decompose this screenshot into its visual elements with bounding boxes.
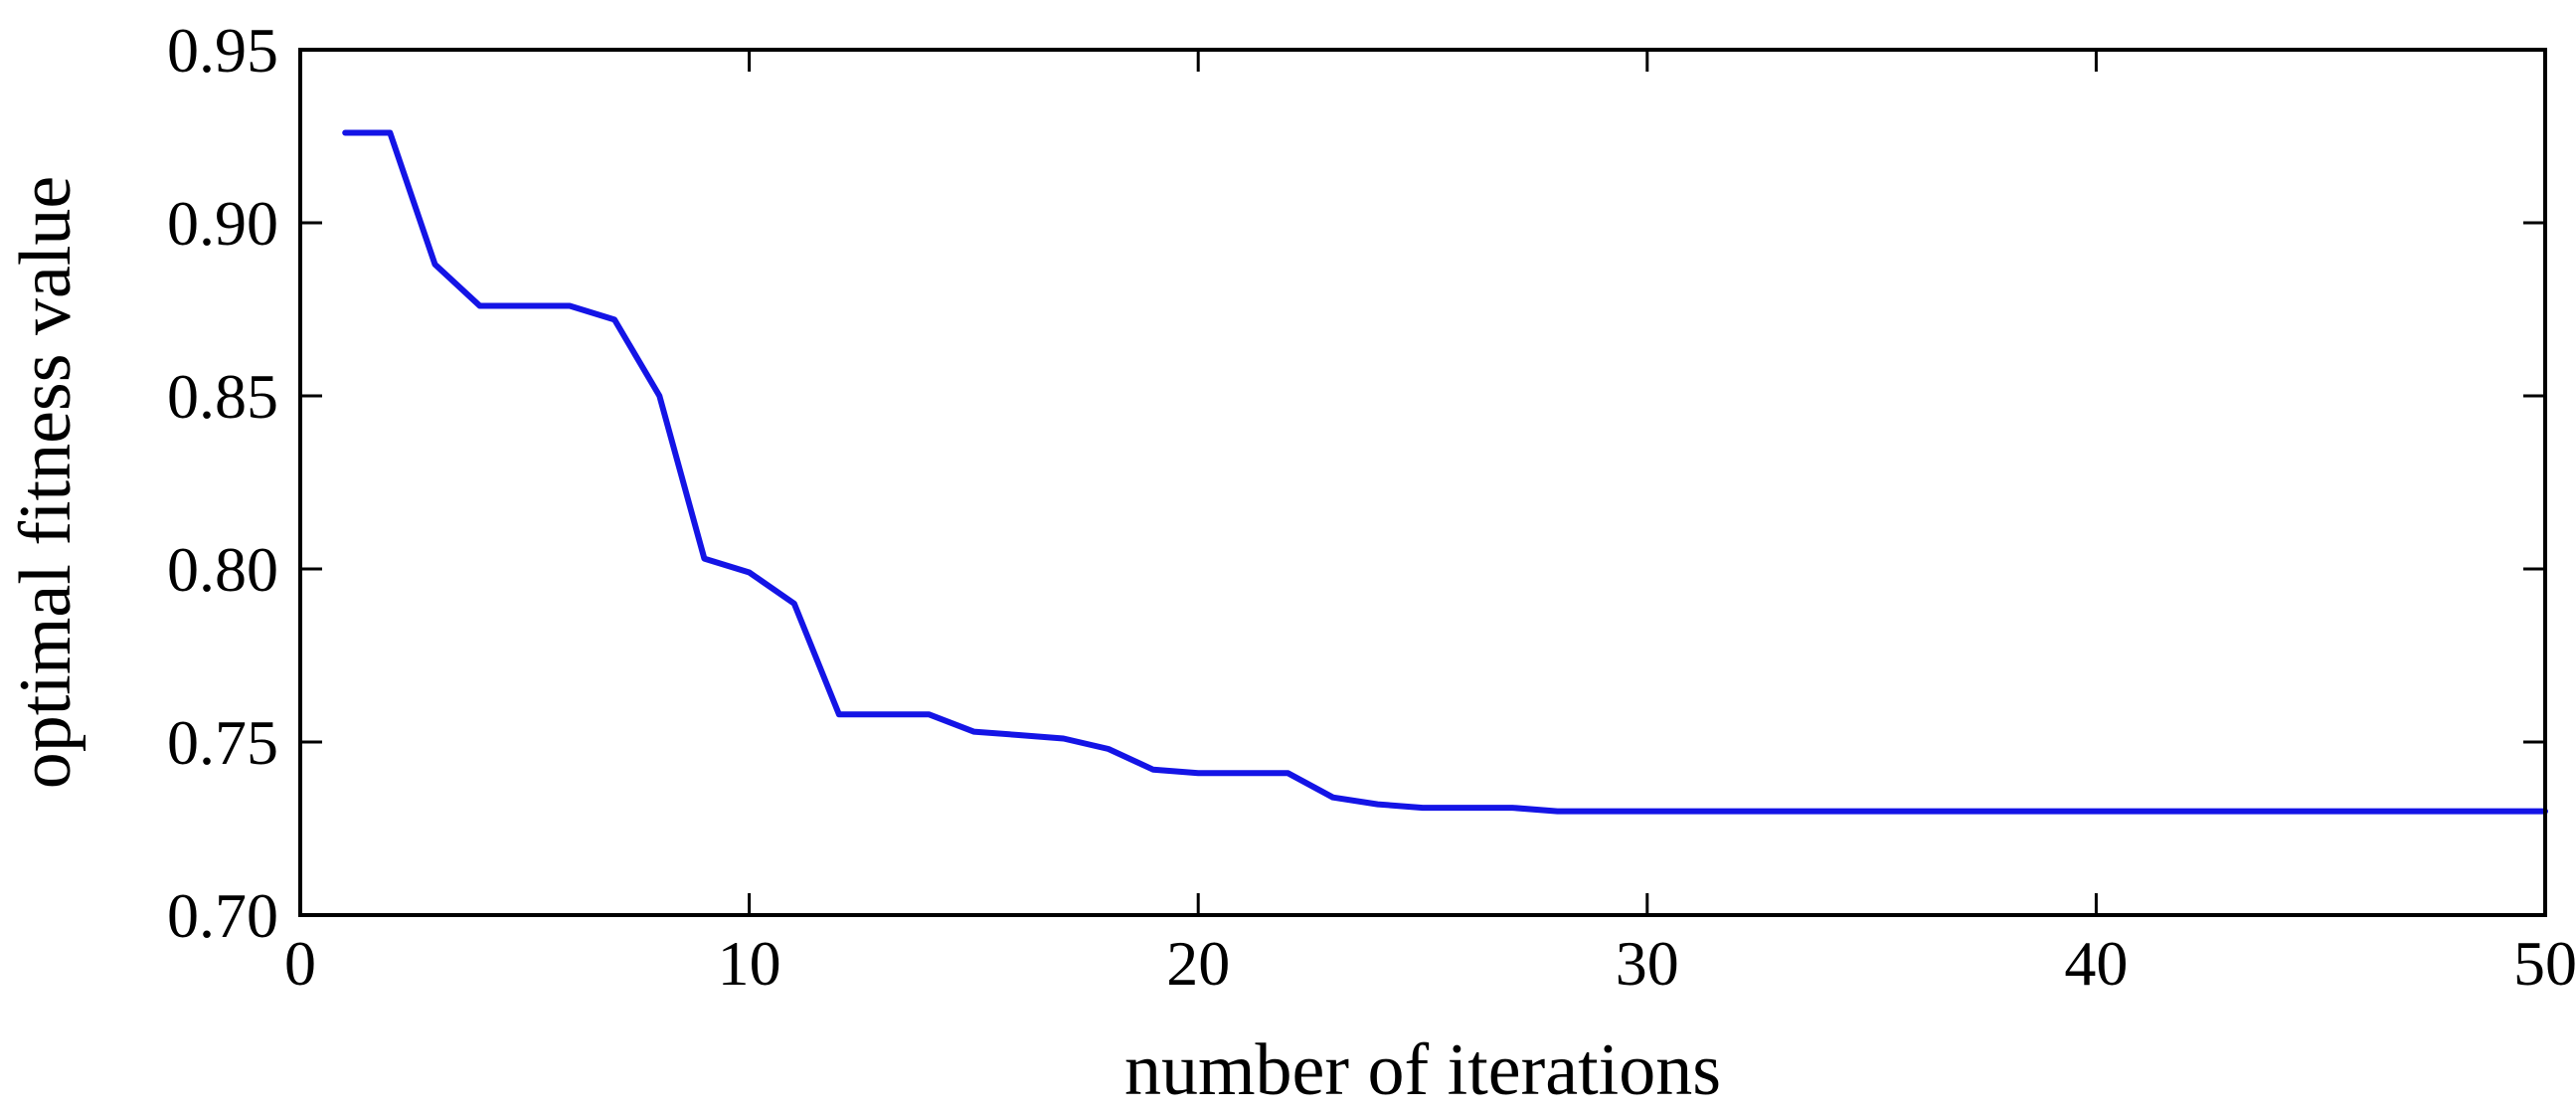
x-axis-label: number of iterations: [1124, 1029, 1721, 1111]
x-tick-label: 40: [2064, 928, 2128, 999]
ticks-group: [298, 48, 2547, 917]
x-tick-label: 20: [1166, 928, 1230, 999]
plot-frame: [298, 48, 2547, 917]
y-tick-label: 0.85: [167, 361, 278, 432]
x-tick-label: 50: [2513, 928, 2576, 999]
series-line: [342, 129, 2548, 815]
y-tick-label: 0.75: [167, 707, 278, 778]
y-tick-label: 0.90: [167, 188, 278, 259]
y-tick-label: 0.80: [167, 534, 278, 605]
y-axis-label: optimal fitness value: [5, 176, 86, 790]
y-tick-label: 0.95: [167, 15, 278, 86]
x-tick-label: 10: [718, 928, 781, 999]
x-tick-label: 0: [284, 928, 316, 999]
series-group: [342, 129, 2548, 815]
x-tick-label: 30: [1616, 928, 1679, 999]
y-tick-label: 0.70: [167, 880, 278, 951]
tick-labels-group: 0 10 20 30 40 50 0.70 0.75 0.80 0.85 0.90 0.95: [167, 15, 2576, 999]
